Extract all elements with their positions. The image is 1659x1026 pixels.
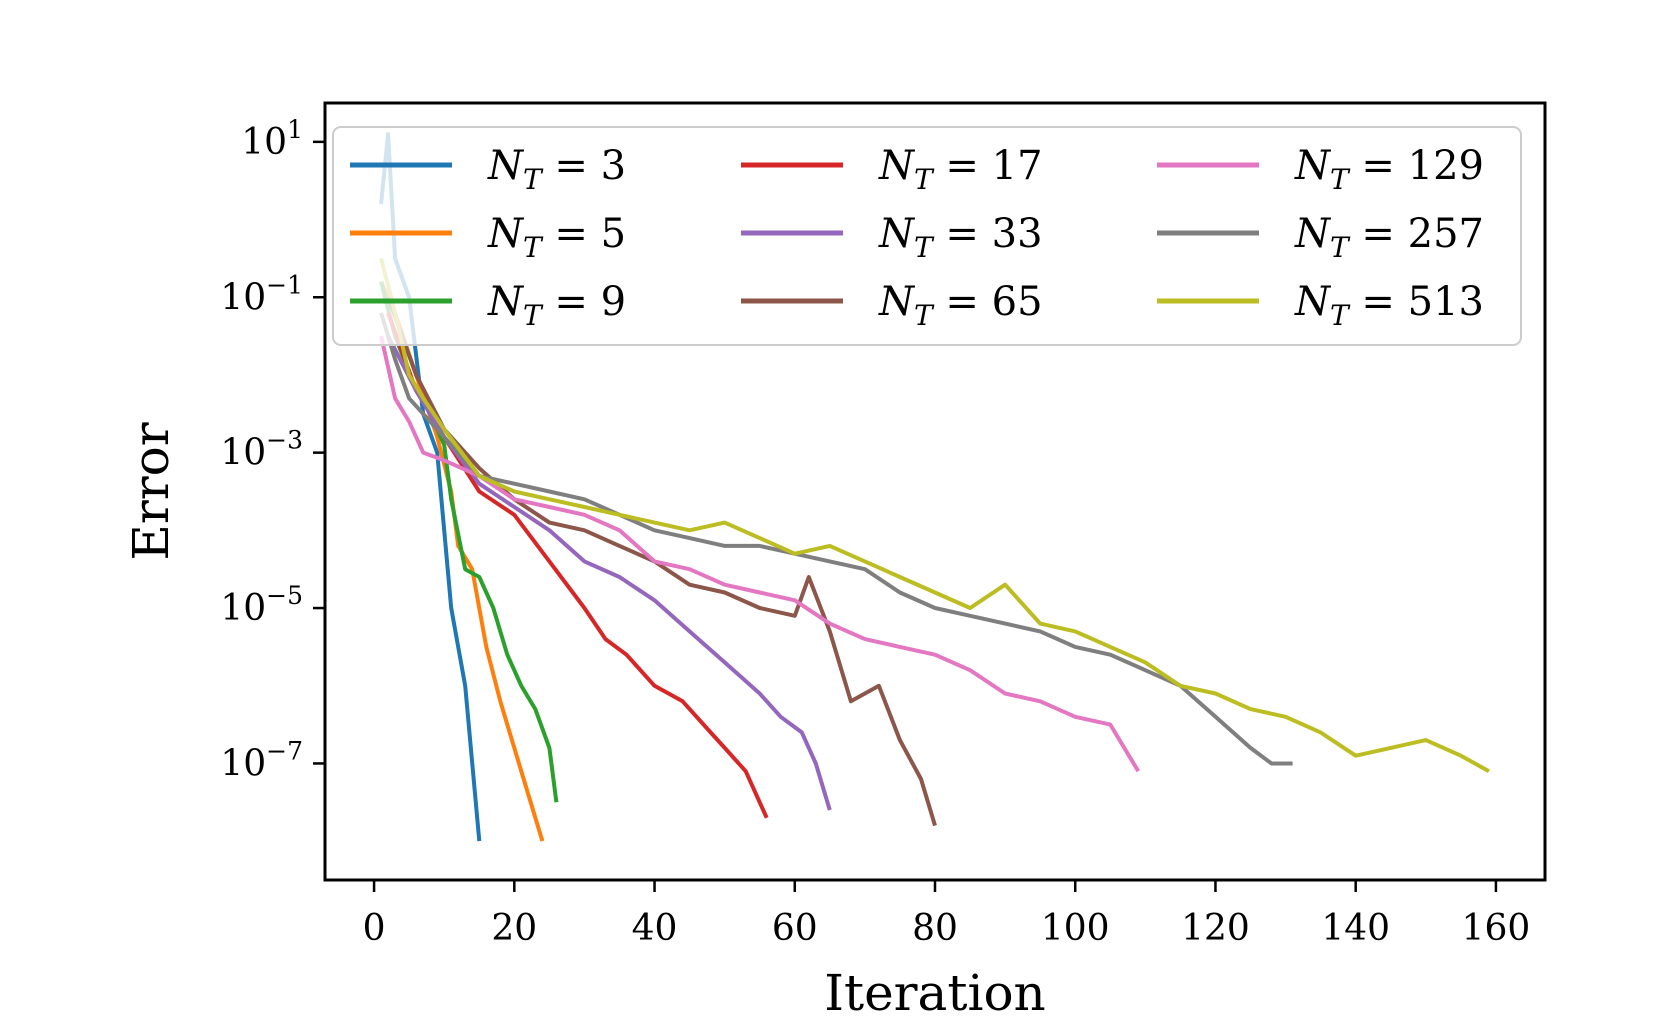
- y-tick-label: 101: [241, 115, 303, 163]
- legend-box: [332, 126, 1522, 346]
- x-axis-ticks: 0 20 40 60 80 100 120 140 160: [363, 880, 1531, 949]
- legend-label: NT = 3: [487, 143, 626, 196]
- x-tick-label: 0: [363, 908, 386, 949]
- series-line-6: [386, 296, 937, 827]
- series-layer: [379, 132, 1490, 842]
- y-axis-ticks: 101 10−1 10−3 10−5 10−7: [220, 115, 325, 784]
- series-line-5: [386, 335, 832, 811]
- x-tick-label: 140: [1321, 908, 1390, 949]
- legend: NT = 3 NT = 5 NT = 9 NT = 17 NT = 33 NT = 65 N…: [332, 126, 1522, 346]
- x-axis-label: Iteration: [824, 964, 1046, 1022]
- x-tick-label: 40: [632, 908, 678, 949]
- legend-label: NT = 65: [878, 279, 1043, 332]
- legend-label: NT = 513: [1294, 279, 1484, 332]
- x-tick-label: 20: [491, 908, 537, 949]
- y-tick-label: 10−3: [220, 426, 303, 474]
- y-tick-label: 10−7: [220, 736, 303, 784]
- legend-label: NT = 9: [487, 279, 626, 332]
- x-tick-label: 80: [912, 908, 958, 949]
- legend-label: NT = 17: [878, 143, 1043, 196]
- legend-label: NT = 129: [1294, 143, 1484, 196]
- x-tick-label: 60: [772, 908, 818, 949]
- y-axis-label: Error: [122, 422, 180, 560]
- y-tick-label: 10−1: [220, 270, 303, 318]
- x-tick-label: 160: [1462, 908, 1531, 949]
- legend-label: NT = 33: [878, 211, 1043, 264]
- x-tick-label: 120: [1181, 908, 1250, 949]
- legend-label: NT = 257: [1294, 211, 1484, 264]
- y-tick-label: 10−5: [220, 581, 303, 629]
- series-line-9: [379, 257, 1490, 773]
- series-line-7: [379, 335, 1141, 773]
- legend-label: NT = 5: [487, 211, 626, 264]
- series-line-4: [386, 312, 769, 819]
- x-tick-label: 100: [1041, 908, 1110, 949]
